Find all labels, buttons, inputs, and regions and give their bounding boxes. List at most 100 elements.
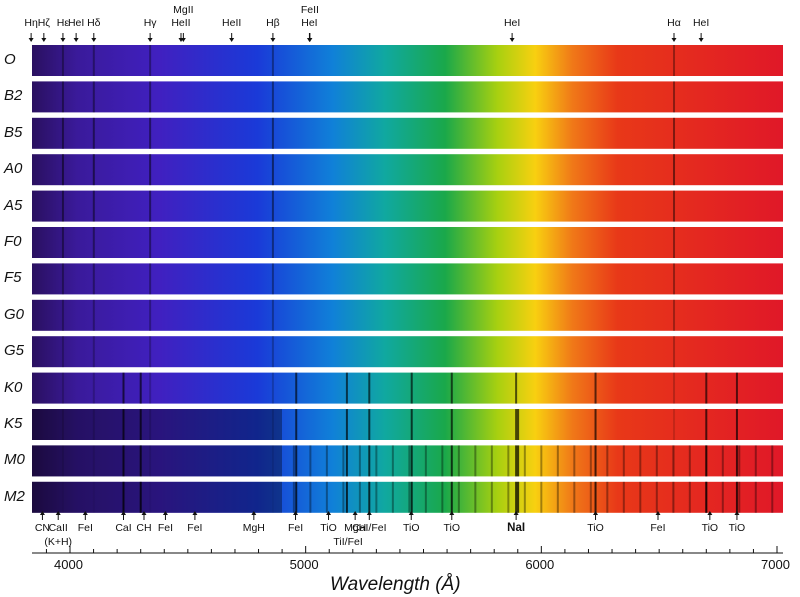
absorption-line: [375, 445, 378, 477]
spectral-type-label: O: [4, 51, 16, 68]
spectral-type-label: G0: [4, 305, 25, 323]
absorption-line: [705, 445, 708, 477]
absorption-line: [721, 481, 724, 513]
absorption-line: [540, 445, 543, 477]
top-line-label: Hβ: [266, 17, 280, 29]
bottom-line-arrow: [326, 511, 332, 515]
top-line-label: Hη: [24, 17, 38, 29]
violet-depression: [32, 445, 282, 477]
absorption-line: [139, 409, 142, 440]
spectral-type-label: A0: [4, 160, 23, 178]
top-line-arrow: [229, 38, 235, 42]
absorption-line: [410, 409, 413, 440]
top-line-label: Hδ: [87, 17, 101, 29]
spectrum-strip-F0: [32, 227, 783, 258]
bottom-line-arrow: [408, 511, 414, 515]
absorption-line: [139, 372, 142, 404]
absorption-line: [149, 227, 152, 258]
top-line-label: MgII: [173, 4, 194, 16]
absorption-line: [738, 445, 741, 477]
top-line-label: HeII: [222, 17, 242, 29]
absorption-line: [292, 481, 295, 513]
bottom-line-label: TiO: [701, 522, 719, 534]
absorption-line: [61, 445, 64, 477]
absorption-line: [295, 481, 298, 513]
top-line-label: HeII: [171, 17, 191, 29]
bottom-line-label: TiO: [402, 522, 420, 534]
bottom-line-arrow: [734, 511, 740, 515]
absorption-line: [139, 445, 142, 477]
absorption-line: [622, 445, 625, 477]
spectral-type-label: F5: [4, 269, 22, 287]
absorption-line: [271, 372, 274, 404]
absorption-line: [295, 372, 298, 404]
absorption-line: [92, 45, 95, 76]
absorption-line: [673, 336, 676, 368]
absorption-line: [92, 227, 95, 258]
absorption-line: [673, 117, 676, 149]
absorption-line: [61, 190, 64, 222]
absorption-line: [594, 445, 597, 477]
x-tick-label: 7000: [761, 557, 790, 572]
absorption-line: [594, 481, 597, 513]
absorption-line: [408, 481, 411, 513]
absorption-line: [92, 263, 95, 295]
absorption-line: [450, 372, 453, 404]
bottom-line-label: NaI: [507, 522, 526, 534]
axis-title: Wavelength (Å): [330, 574, 461, 595]
absorption-line: [149, 263, 152, 295]
absorption-line: [450, 409, 453, 440]
absorption-line: [735, 445, 738, 477]
top-line-label: Hε: [56, 17, 70, 29]
absorption-line: [271, 445, 274, 477]
absorption-line: [594, 409, 597, 440]
absorption-line: [673, 227, 676, 258]
absorption-line: [61, 409, 64, 440]
absorption-line: [391, 445, 394, 477]
absorption-line: [149, 299, 152, 331]
absorption-line: [271, 45, 274, 76]
absorption-line: [149, 117, 152, 149]
spectrum-strip-M0: [32, 445, 783, 477]
absorption-line: [672, 445, 675, 477]
bottom-line-label: CaII: [48, 522, 68, 534]
top-line-label: HeI: [301, 17, 318, 29]
absorption-line: [673, 263, 676, 295]
absorption-line: [589, 445, 592, 477]
bottom-line-label: TiO: [587, 522, 604, 534]
absorption-line: [688, 445, 691, 477]
absorption-line: [295, 445, 298, 477]
absorption-line: [410, 445, 413, 477]
spectrum-strip-M2: [32, 481, 783, 513]
absorption-line: [295, 409, 298, 440]
absorption-line: [507, 445, 510, 477]
spectrum-strip-O: [32, 45, 783, 76]
absorption-line: [705, 481, 708, 513]
absorption-line: [139, 481, 142, 513]
absorption-line: [61, 263, 64, 295]
top-line-arrow: [28, 38, 34, 42]
absorption-line: [271, 336, 274, 368]
bottom-line-label: (K+H): [44, 536, 73, 548]
absorption-line: [325, 481, 328, 513]
absorption-line: [441, 481, 444, 513]
absorption-line: [507, 481, 510, 513]
top-line-arrow: [147, 38, 153, 42]
absorption-line: [92, 372, 95, 404]
absorption-line: [673, 409, 676, 440]
absorption-line: [149, 336, 152, 368]
absorption-line: [368, 372, 371, 404]
absorption-line: [271, 117, 274, 149]
absorption-line: [61, 481, 64, 513]
absorption-line: [149, 409, 152, 440]
absorption-line: [410, 481, 413, 513]
bottom-line-arrow: [707, 511, 713, 515]
absorption-line: [309, 445, 312, 477]
bottom-line-arrow: [593, 511, 599, 515]
bottom-line-label: TiI/FeI: [333, 536, 363, 548]
spectrum-strip-A5: [32, 190, 783, 222]
absorption-line: [325, 445, 328, 477]
spectral-type-label: F0: [4, 233, 22, 250]
top-line-arrow: [178, 38, 184, 42]
top-line-arrow: [671, 38, 677, 42]
